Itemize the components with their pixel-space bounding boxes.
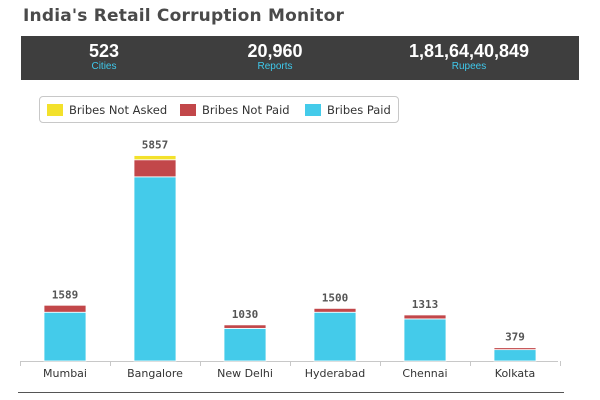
bar-bribes-paid-bangalore xyxy=(133,176,177,362)
cities-label: Cities xyxy=(91,61,117,72)
data-label-bangalore: 5857 xyxy=(142,139,169,152)
reports-label: Reports xyxy=(257,61,293,72)
bar-bribes-paid-new-delhi xyxy=(223,327,267,362)
x-tick-label-kolkata: Kolkata xyxy=(495,367,535,380)
stat-reports: 20,960 Reports xyxy=(175,36,375,73)
stats-bar: 523 Cities 20,960 Reports 1,81,64,40,849… xyxy=(21,36,579,80)
rupees-label: Rupees xyxy=(451,61,487,72)
data-label-hyderabad: 1500 xyxy=(322,291,349,304)
bar-bribes-paid-hyderabad xyxy=(313,311,357,362)
data-label-chennai: 1313 xyxy=(412,298,439,311)
legend-item-bribes-paid[interactable]: Bribes Paid xyxy=(305,97,391,122)
bar-bribes-paid-chennai xyxy=(403,318,447,362)
bar-bribes-not-paid-mumbai xyxy=(43,304,87,313)
chart-legend: Bribes Not Asked Bribes Not Paid Bribes … xyxy=(39,96,399,123)
legend-swatch-bribes-not-asked xyxy=(47,103,63,116)
bar-bribes-paid-kolkata xyxy=(493,349,537,362)
legend-swatch-bribes-paid xyxy=(305,103,321,116)
legend-item-bribes-not-asked[interactable]: Bribes Not Asked xyxy=(47,97,167,122)
legend-label-bribes-not-paid: Bribes Not Paid xyxy=(202,102,290,117)
cities-count: 523 xyxy=(88,41,120,61)
data-label-mumbai: 1589 xyxy=(52,288,79,301)
legend-item-bribes-not-paid[interactable]: Bribes Not Paid xyxy=(180,97,290,122)
bar-bribes-not-paid-chennai xyxy=(403,314,447,320)
page-title: India's Retail Corruption Monitor xyxy=(23,6,345,26)
bar-bribes-not-paid-hyderabad xyxy=(313,307,357,313)
x-tick-label-mumbai: Mumbai xyxy=(43,367,87,380)
data-label-new-delhi: 1030 xyxy=(232,308,259,321)
legend-label-bribes-paid: Bribes Paid xyxy=(327,102,391,117)
x-tick-label-chennai: Chennai xyxy=(402,367,447,380)
bar-bribes-paid-mumbai xyxy=(43,311,87,362)
x-tick-label-hyderabad: Hyderabad xyxy=(305,367,366,380)
legend-swatch-bribes-not-paid xyxy=(180,103,196,116)
bar-bribes-not-paid-new-delhi xyxy=(223,324,267,329)
bottom-divider xyxy=(18,392,564,393)
legend-label-bribes-not-asked: Bribes Not Asked xyxy=(69,102,168,117)
stat-rupees: 1,81,64,40,849 Rupees xyxy=(369,36,569,73)
bar-bribes-not-paid-kolkata xyxy=(493,347,537,351)
data-label-kolkata: 379 xyxy=(505,331,525,344)
rupees-amount: 1,81,64,40,849 xyxy=(408,41,530,61)
bar-bribes-not-paid-bangalore xyxy=(133,159,177,178)
bar-bribes-not-asked-bangalore xyxy=(133,155,177,161)
x-tick-label-bangalore: Bangalore xyxy=(127,367,183,380)
x-tick-label-new-delhi: New Delhi xyxy=(217,367,273,380)
reports-count: 20,960 xyxy=(247,41,303,61)
stat-cities: 523 Cities xyxy=(4,36,204,73)
